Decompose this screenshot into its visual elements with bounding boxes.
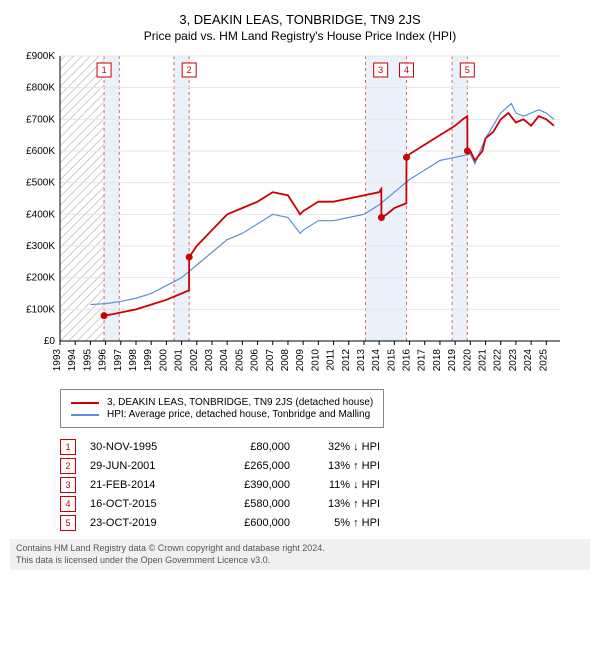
transaction-row: 2 29-JUN-2001£265,00013% ↑ HPI <box>60 458 590 474</box>
svg-text:2010: 2010 <box>310 349 321 372</box>
transaction-date: 23-OCT-2019 <box>90 517 200 529</box>
svg-text:£500K: £500K <box>26 178 55 189</box>
svg-text:2023: 2023 <box>508 349 519 372</box>
transaction-marker: 3 <box>60 477 76 493</box>
legend-item: HPI: Average price, detached house, Tonb… <box>71 409 373 420</box>
price-chart: £0 £100K £200K £300K £400K £500K £600K £700K £80… <box>10 51 570 381</box>
svg-text:2007: 2007 <box>265 349 276 372</box>
svg-text:2006: 2006 <box>250 349 261 372</box>
transaction-delta: 11% ↓ HPI <box>290 479 380 491</box>
svg-text:£900K: £900K <box>26 51 55 62</box>
svg-text:£700K: £700K <box>26 114 55 125</box>
svg-text:1996: 1996 <box>98 349 109 372</box>
footnote-line1: Contains HM Land Registry data © Crown c… <box>16 543 584 555</box>
svg-text:2022: 2022 <box>493 349 504 372</box>
svg-text:2024: 2024 <box>523 349 534 372</box>
legend-label: 3, DEAKIN LEAS, TONBRIDGE, TN9 2JS (deta… <box>107 397 373 408</box>
svg-text:2015: 2015 <box>386 349 397 372</box>
svg-text:2000: 2000 <box>158 349 169 372</box>
svg-text:2016: 2016 <box>402 349 413 372</box>
footnote-line2: This data is licensed under the Open Gov… <box>16 555 584 567</box>
svg-text:2025: 2025 <box>538 349 549 372</box>
transaction-date: 30-NOV-1995 <box>90 441 200 453</box>
transaction-price: £265,000 <box>200 460 290 472</box>
transaction-date: 29-JUN-2001 <box>90 460 200 472</box>
transaction-marker: 5 <box>60 515 76 531</box>
transaction-delta: 13% ↑ HPI <box>290 498 380 510</box>
svg-text:2020: 2020 <box>462 349 473 372</box>
svg-text:2001: 2001 <box>174 349 185 372</box>
svg-text:3: 3 <box>378 65 383 75</box>
svg-text:2013: 2013 <box>356 349 367 372</box>
svg-text:1998: 1998 <box>128 349 139 372</box>
transaction-price: £390,000 <box>200 479 290 491</box>
svg-text:1: 1 <box>102 65 107 75</box>
svg-text:£100K: £100K <box>26 304 55 315</box>
svg-text:4: 4 <box>404 65 409 75</box>
svg-text:£600K: £600K <box>26 146 55 157</box>
legend: 3, DEAKIN LEAS, TONBRIDGE, TN9 2JS (deta… <box>60 389 384 428</box>
legend-swatch <box>71 414 99 416</box>
chart-container: £0 £100K £200K £300K £400K £500K £600K £700K £80… <box>10 51 590 381</box>
transaction-marker: 2 <box>60 458 76 474</box>
svg-text:2017: 2017 <box>417 349 428 372</box>
svg-text:2008: 2008 <box>280 349 291 372</box>
svg-text:1999: 1999 <box>143 349 154 372</box>
svg-text:1993: 1993 <box>52 349 63 372</box>
legend-item: 3, DEAKIN LEAS, TONBRIDGE, TN9 2JS (deta… <box>71 397 373 408</box>
transaction-price: £580,000 <box>200 498 290 510</box>
svg-text:£800K: £800K <box>26 83 55 94</box>
transaction-price: £600,000 <box>200 517 290 529</box>
svg-text:2: 2 <box>187 65 192 75</box>
chart-subtitle: Price paid vs. HM Land Registry's House … <box>10 29 590 43</box>
svg-text:£200K: £200K <box>26 273 55 284</box>
svg-text:2012: 2012 <box>341 349 352 372</box>
transaction-delta: 32% ↓ HPI <box>290 441 380 453</box>
transaction-row: 4 16-OCT-2015£580,00013% ↑ HPI <box>60 496 590 512</box>
transaction-row: 3 21-FEB-2014£390,00011% ↓ HPI <box>60 477 590 493</box>
svg-text:1994: 1994 <box>67 349 78 372</box>
legend-label: HPI: Average price, detached house, Tonb… <box>107 409 370 420</box>
transaction-date: 21-FEB-2014 <box>90 479 200 491</box>
svg-text:2011: 2011 <box>326 349 337 371</box>
transaction-table: 1 30-NOV-1995£80,00032% ↓ HPI 2 29-JUN-2001… <box>60 439 590 531</box>
legend-swatch <box>71 402 99 404</box>
svg-text:2018: 2018 <box>432 349 443 372</box>
svg-text:£300K: £300K <box>26 241 55 252</box>
svg-text:1997: 1997 <box>113 349 124 372</box>
transaction-delta: 5% ↑ HPI <box>290 517 380 529</box>
svg-text:2014: 2014 <box>371 349 382 372</box>
transaction-marker: 1 <box>60 439 76 455</box>
svg-text:2003: 2003 <box>204 349 215 372</box>
transaction-row: 1 30-NOV-1995£80,00032% ↓ HPI <box>60 439 590 455</box>
svg-text:£400K: £400K <box>26 209 55 220</box>
svg-text:2019: 2019 <box>447 349 458 372</box>
footnote: Contains HM Land Registry data © Crown c… <box>10 539 590 570</box>
svg-text:£0: £0 <box>44 336 56 347</box>
transaction-price: £80,000 <box>200 441 290 453</box>
svg-text:2005: 2005 <box>234 349 245 372</box>
svg-text:2021: 2021 <box>478 349 489 372</box>
svg-text:2009: 2009 <box>295 349 306 372</box>
transaction-date: 16-OCT-2015 <box>90 498 200 510</box>
transaction-marker: 4 <box>60 496 76 512</box>
svg-text:2004: 2004 <box>219 349 230 372</box>
transaction-delta: 13% ↑ HPI <box>290 460 380 472</box>
chart-title: 3, DEAKIN LEAS, TONBRIDGE, TN9 2JS <box>10 12 590 27</box>
svg-text:5: 5 <box>465 65 470 75</box>
svg-text:2002: 2002 <box>189 349 200 372</box>
transaction-row: 5 23-OCT-2019£600,0005% ↑ HPI <box>60 515 590 531</box>
svg-text:1995: 1995 <box>82 349 93 372</box>
